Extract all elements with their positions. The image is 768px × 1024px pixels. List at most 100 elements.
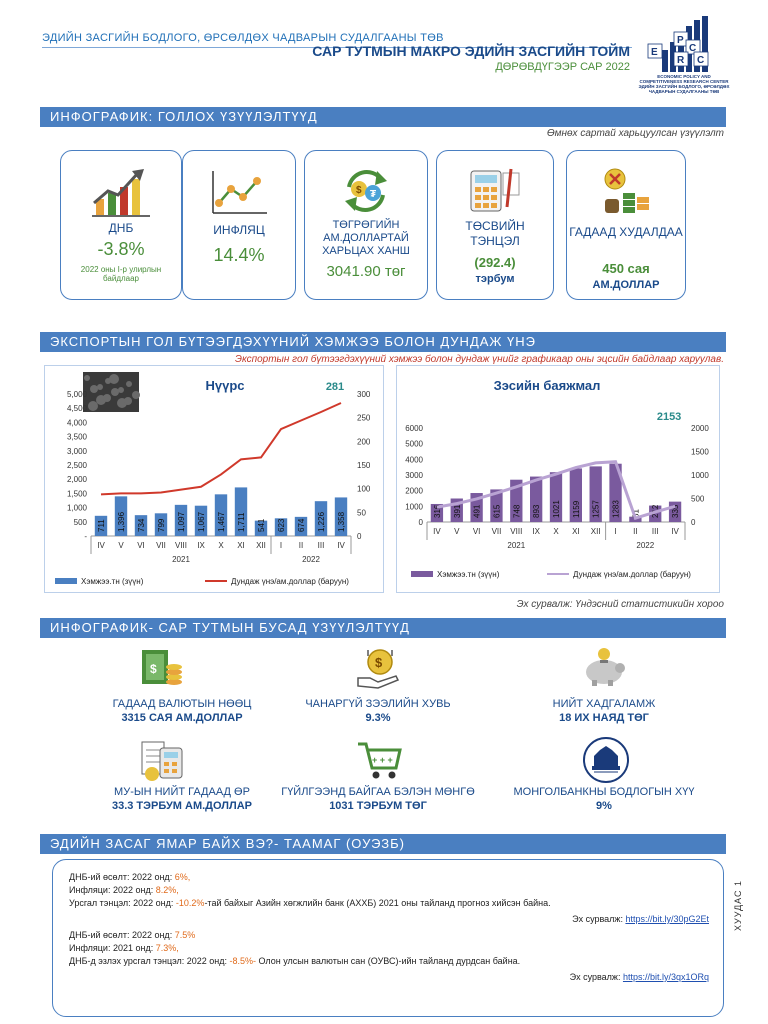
y-left-tick-label: 3000: [405, 471, 423, 480]
logo-caption-en: ECONOMIC POLICY AND COMPETITIVENESS RESE…: [639, 74, 729, 84]
y-right-tick-label: 0: [691, 518, 696, 527]
x-tick-label: II: [633, 527, 637, 536]
stat-external-debt: МУ-ЫН НИЙТ ГАДААД ӨР 33.3 ТЭРБУМ АМ.ДОЛЛ…: [72, 786, 292, 812]
line-end-label: 2153: [657, 411, 681, 423]
chart-bar: [234, 487, 248, 536]
chart-bar: [194, 505, 208, 536]
section-band-key-indicators: ИНФОГРАФИК: ГОЛЛОХ ҮЗҮҮЛЭЛТҮҮД: [40, 107, 726, 127]
card-inflation: ИНФЛЯЦ 14.4%: [182, 150, 296, 300]
legend-bar-label: Хэмжээ.тн (зүүн): [437, 570, 500, 579]
chart-bar: [430, 503, 444, 522]
forecast2-gdp-label: ДНБ-ий өсөлт: 2022 онд:: [69, 930, 175, 940]
bar-data-label: 1,358: [337, 511, 346, 532]
forecast-box: ДНБ-ий өсөлт: 2022 онд: 6%, Инфляци: 202…: [52, 859, 724, 1017]
bar-data-label: 893: [532, 504, 541, 518]
forecast2-ca-value: -8.5%-: [229, 956, 257, 966]
line-end-label: 281: [326, 381, 344, 393]
x-tick-label: XI: [237, 541, 245, 550]
coal-photo-lump: [97, 384, 103, 390]
chart-bar: [114, 496, 128, 536]
chart-bar: [314, 501, 328, 536]
section-band-forecast: ЭДИЙН ЗАСАГ ЯМАР БАЙХ ВЭ?- ТААМАГ (ОУЭЗБ…: [40, 834, 726, 854]
year-label: 2022: [302, 555, 320, 564]
coal-photo-lump: [88, 401, 98, 411]
y-right-tick-label: 50: [357, 508, 366, 517]
bar-data-label: 1,097: [177, 511, 186, 532]
bar-data-label: 316: [433, 504, 442, 518]
y-right-tick-label: 500: [691, 495, 705, 504]
stat-external-debt-label: МУ-ЫН НИЙТ ГАДААД ӨР: [114, 786, 250, 798]
bar-data-label: 1283: [612, 500, 621, 518]
coal-photo-lump: [132, 391, 140, 399]
y-left-tick-label: 3,500: [67, 433, 88, 442]
x-tick-label: X: [553, 527, 559, 536]
card-budget-balance: ТӨСВИЙН ТЭНЦЭЛ (292.4) тэрбум: [436, 150, 554, 300]
x-tick-label: X: [218, 541, 224, 550]
foreign-trade-icon: [604, 168, 649, 213]
bar-data-label: 1,396: [117, 511, 126, 532]
bar-data-label: 615: [492, 504, 501, 518]
x-tick-label: VIII: [175, 541, 187, 550]
coal-photo-lump: [126, 381, 132, 387]
inflation-chart-icon: [212, 171, 267, 214]
x-tick-label: III: [652, 527, 659, 536]
bar-data-label: 711: [97, 519, 106, 532]
x-tick-label: IV: [97, 541, 105, 550]
bar-data-label: 1257: [592, 500, 601, 518]
card-gdp-note: 2022 оны I-р улирлын байдлаар: [80, 265, 162, 283]
bar-data-label: 1,711: [237, 512, 246, 532]
card-budget-label: ТӨСВИЙН ТЭНЦЭЛ: [465, 219, 525, 248]
y-left-tick-label: 4000: [405, 455, 423, 464]
chart-bar: [274, 518, 288, 536]
logo-letter-c2: C: [697, 55, 704, 66]
coal-photo-lump: [111, 388, 119, 396]
chart-bar: [294, 516, 308, 536]
year-label: 2022: [636, 541, 654, 550]
forecast1-gdp-value: 6%,: [174, 872, 191, 882]
chart-bar: [490, 489, 503, 522]
page-subtitle: ДӨРӨВДҮГЭЭР САР 2022: [495, 61, 630, 73]
card-budget-value: (292.4): [474, 255, 516, 270]
y-left-tick-label: 6000: [405, 424, 423, 433]
bar-data-label: 1,467: [217, 511, 226, 532]
copper-chart-panel: Зэсийн баяжмал 0 1000 2000 3000 4000 5000 6000 0…: [396, 365, 720, 593]
bar-data-label: 674: [297, 518, 306, 532]
coal-chart-panel: Нүүрс -500 1,000 1,500 2,000 2,500 3,000 3,500 4…: [44, 365, 384, 593]
header-divider: [42, 47, 632, 48]
y-right-tick-label: 2000: [691, 424, 709, 433]
forecast2-inflation: Инфляци: 2021 онд: 7.3%,: [69, 943, 179, 953]
svg-text:₮: ₮: [370, 189, 376, 200]
stat-policy-rate: МОНГОЛБАНКНЫ БОДЛОГЫН ХҮҮ 9%: [494, 786, 714, 812]
card-gdp-value: -3.8%: [97, 239, 145, 259]
bar-data-label: 623: [277, 518, 286, 532]
bar-data-label: 1,067: [197, 511, 206, 532]
chart-bar: [134, 515, 148, 536]
coal-photo-lump: [103, 394, 111, 402]
money-stack-icon: $: [142, 650, 182, 685]
y-left-tick-label: 4,000: [67, 418, 88, 427]
bar-data-label: 1021: [552, 500, 561, 518]
forecast1-source-link[interactable]: https://bit.ly/30pG2Et: [625, 914, 709, 924]
stat-external-debt-value: 33.3 ТЭРБУМ АМ.ДОЛЛАР: [111, 800, 253, 812]
x-tick-label: V: [118, 541, 124, 550]
y-left-tick-label: 2,000: [67, 475, 88, 484]
x-tick-label: VII: [492, 527, 502, 536]
legend-line-label: Дундаж үнэ/ам.доллар (баруун): [573, 570, 691, 579]
stat-fx-reserves-label: ГАДААД ВАЛЮТЫН НӨӨЦ: [112, 698, 252, 710]
epcrc-logo: E P C R C: [647, 16, 709, 72]
page-number-label: ХУУДАС 1: [733, 880, 743, 931]
x-tick-label: XII: [256, 541, 266, 550]
bar-data-label: 335: [671, 504, 680, 518]
forecast2-source-link[interactable]: https://bit.ly/3qx1ORq: [622, 972, 709, 982]
organization-name: ЭДИЙН ЗАСГИЙН БОДЛОГО, ӨРСӨЛДӨХ ЧАДВАРЫН…: [42, 32, 444, 44]
forecast2-inflation-value: 7.3%,: [155, 943, 179, 953]
forecast2-source: Эх сурвалж: https://bit.ly/3qx1ORq: [570, 972, 709, 982]
x-tick-label: IX: [532, 527, 540, 536]
stat-deposits-value: 18 ИХ НАЯД ТӨГ: [559, 712, 649, 724]
stat-npl-value: 9.3%: [365, 712, 391, 724]
x-tick-label: VII: [156, 541, 166, 550]
logo-letter-e: E: [651, 47, 658, 58]
svg-text:+ + +: + + +: [372, 755, 393, 765]
svg-text:$: $: [375, 655, 383, 670]
logo-letter-p: P: [677, 35, 684, 46]
